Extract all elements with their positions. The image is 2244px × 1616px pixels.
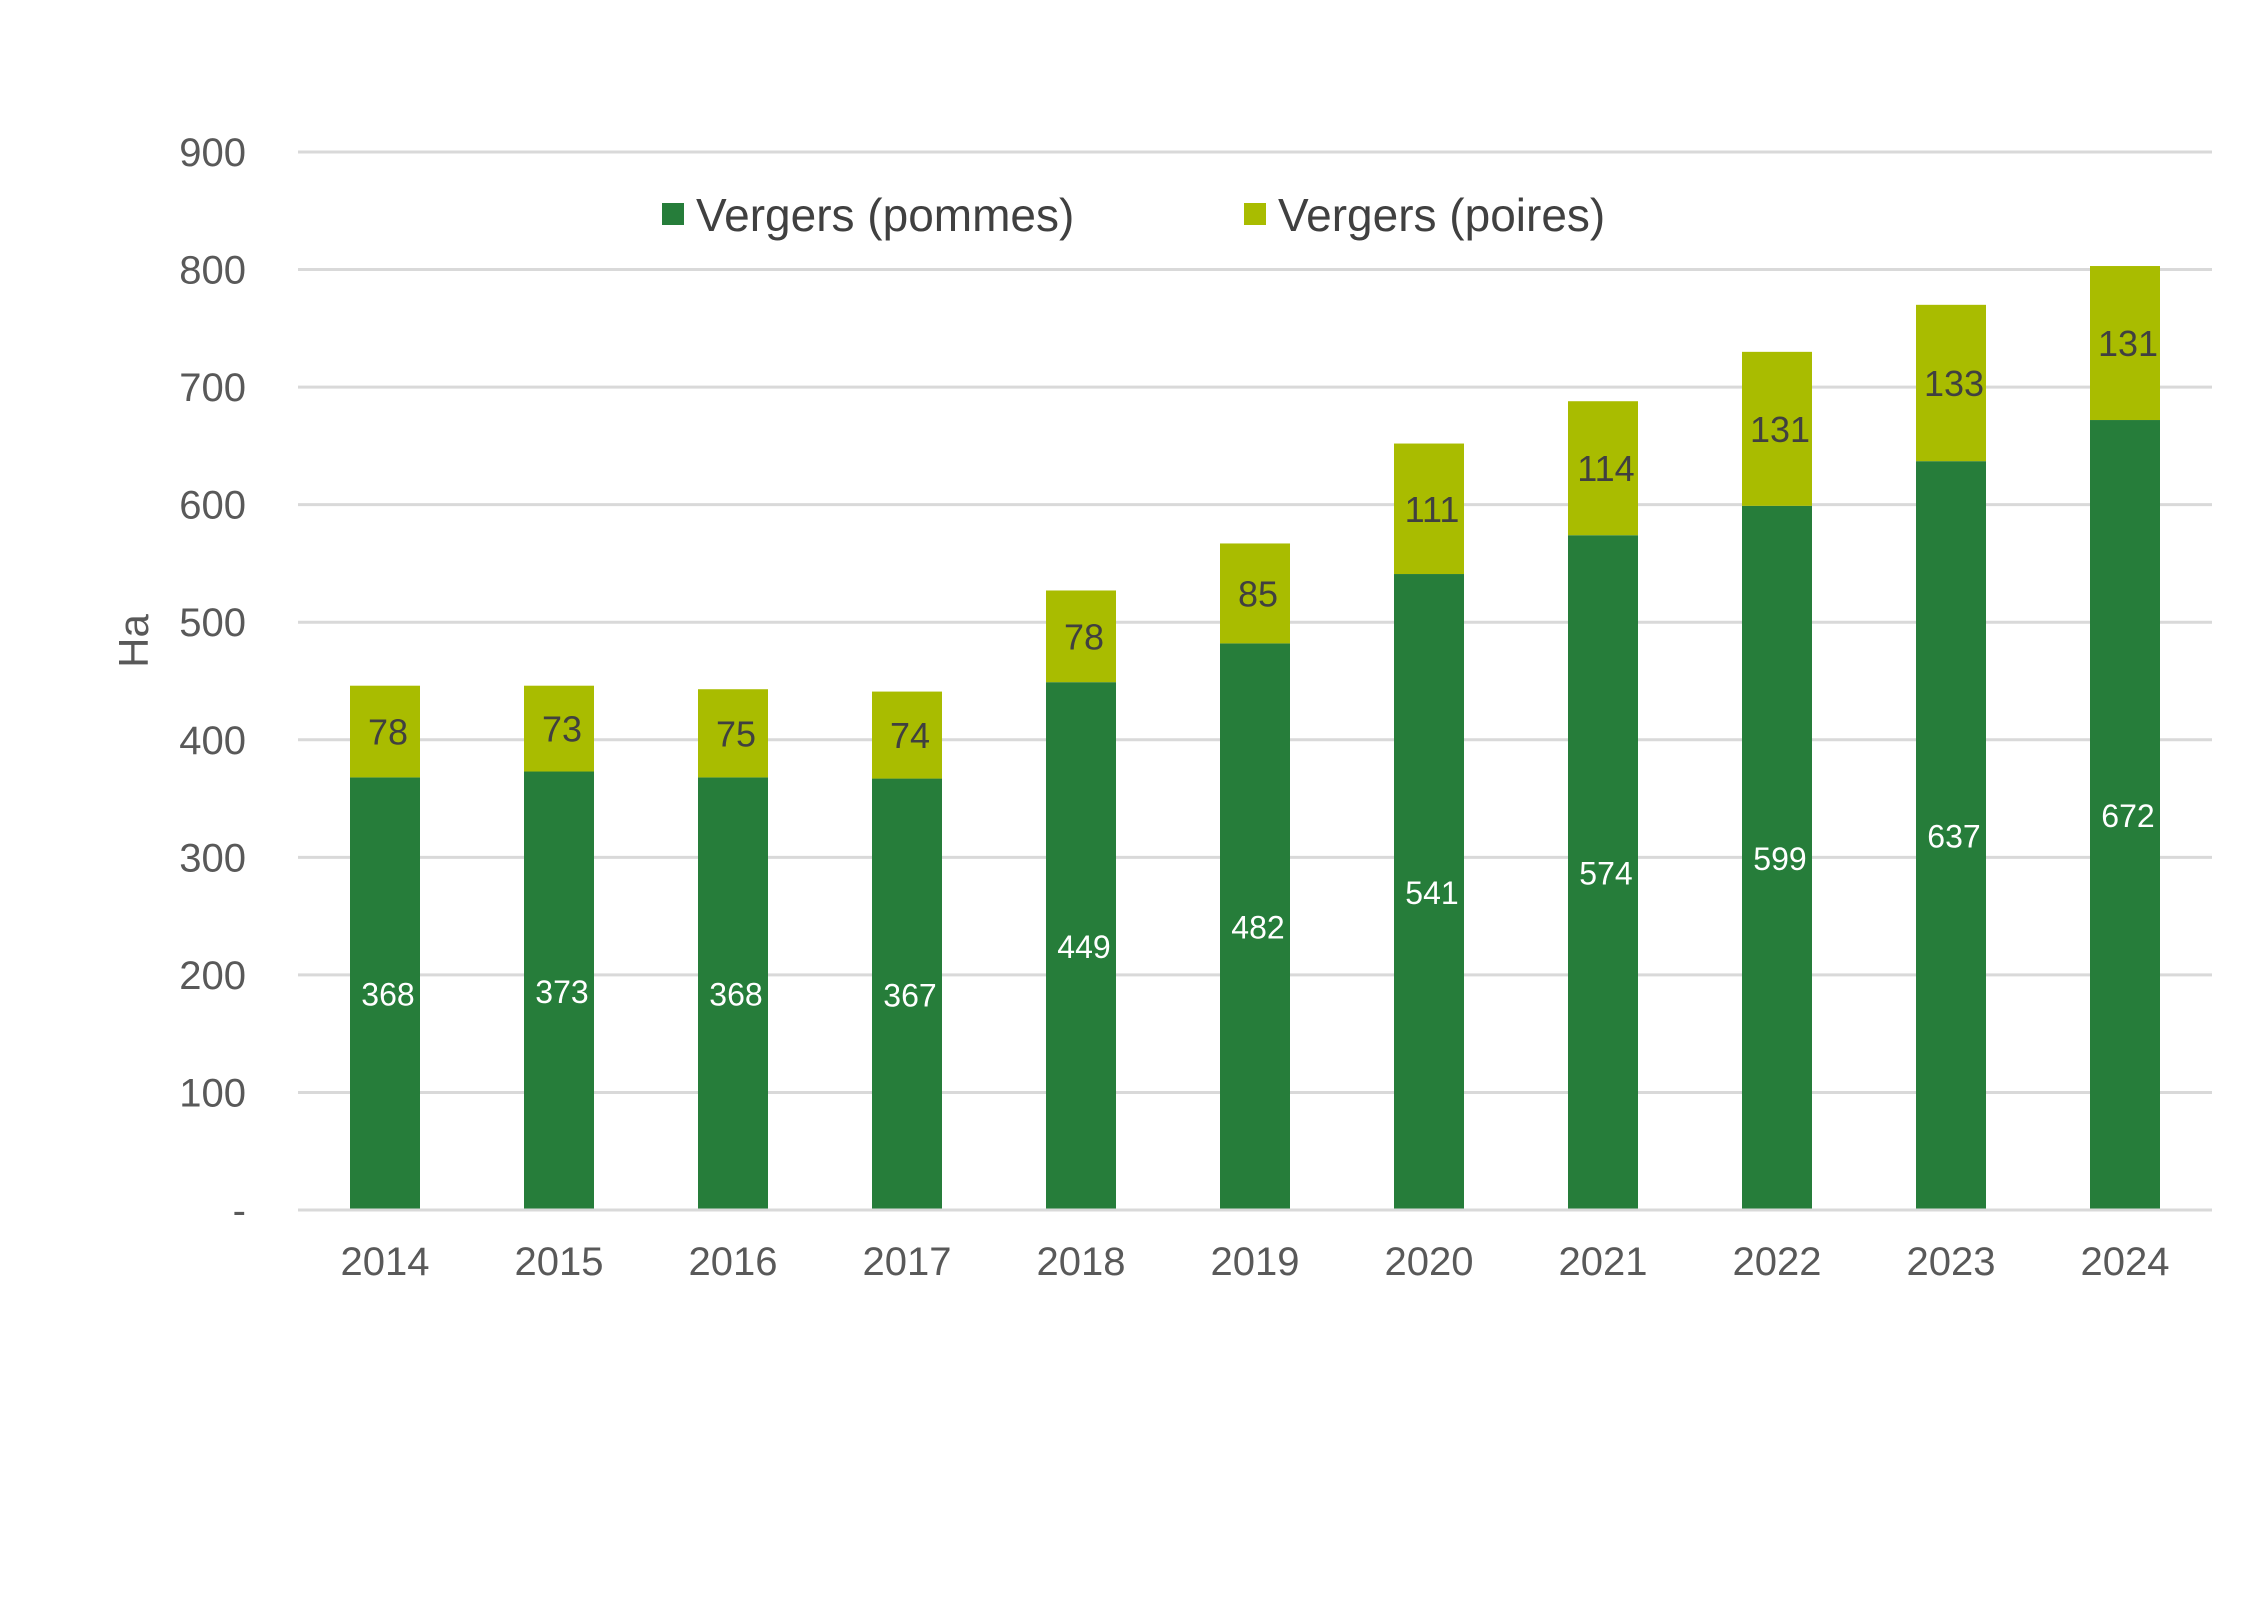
axes: - 100 200 300 400 500 600 700 800 900 2014 2015 2016… [110,131,2212,1284]
data-label-poires-2023: 133 [1924,363,1984,404]
data-label-poires-2024: 131 [2098,323,2158,364]
bar-pommes-2016 [698,777,768,1210]
bar-pommes-2021 [1568,535,1638,1210]
data-label-pommes-2018: 449 [1057,929,1110,965]
legend-swatch-poires [1244,203,1266,225]
legend: Vergers (pommes) Vergers (poires) [662,189,1605,241]
y-axis-title: Ha [110,614,157,668]
bar-poires-2023 [1916,304,1986,462]
y-tick-label: 700 [179,366,246,410]
x-tick-label: 2024 [2081,1240,2170,1284]
bar-poires-2017 [872,691,942,779]
data-label-pommes-2022: 599 [1753,841,1806,877]
bar-pommes-2023 [1916,461,1986,1210]
bar-poires-2021 [1568,401,1638,536]
y-tick-label: 300 [179,836,246,880]
data-label-poires-2017: 74 [890,715,930,756]
x-tick-label: 2022 [1733,1240,1822,1284]
bar-poires-2018 [1046,590,1116,683]
x-tick-label: 2014 [341,1240,430,1284]
data-label-pommes-2015: 373 [535,974,588,1010]
bar-poires-2022 [1742,351,1812,506]
bar-pommes-2017 [872,778,942,1210]
data-label-poires-2018: 78 [1064,616,1104,657]
legend-swatch-pommes [662,203,684,225]
bar-poires-2020 [1394,443,1464,575]
legend-label-poires: Vergers (poires) [1278,189,1605,241]
x-tick-label: 2023 [1907,1240,1996,1284]
data-label-poires-2019: 85 [1238,573,1278,614]
x-tick-label: 2017 [863,1240,952,1284]
bar-poires-2019 [1220,543,1290,644]
x-tick-label: 2016 [689,1240,778,1284]
x-tick-label: 2021 [1559,1240,1648,1284]
x-tick-label: 2020 [1385,1240,1474,1284]
data-label-pommes-2021: 574 [1579,856,1632,892]
bar-pommes-2018 [1046,682,1116,1210]
x-tick-label: 2019 [1211,1240,1300,1284]
y-tick-label: 400 [179,719,246,763]
bar-pommes-2020 [1394,574,1464,1210]
data-label-poires-2015: 73 [542,709,582,750]
bar-pommes-2015 [524,771,594,1210]
x-tick-label: 2018 [1037,1240,1126,1284]
y-tick-label: 200 [179,954,246,998]
data-label-pommes-2019: 482 [1231,910,1284,946]
bar-poires-2024 [2090,266,2160,421]
x-tick-label: 2015 [515,1240,604,1284]
y-tick-label: - [233,1189,246,1233]
bar-poires-2016 [698,689,768,778]
bar-pommes-2014 [350,777,420,1210]
data-label-poires-2022: 131 [1750,409,1810,450]
data-label-pommes-2014: 368 [361,977,414,1013]
bar-pommes-2022 [1742,505,1812,1210]
data-label-pommes-2017: 367 [883,977,936,1013]
data-labels: 368 78 373 73 368 75 367 74 449 78 482 85 541 111 574 1… [361,323,2158,1013]
data-label-poires-2014: 78 [368,712,408,753]
bar-poires-2014 [350,685,420,778]
bar-pommes-2024 [2090,420,2160,1210]
data-label-poires-2021: 114 [1577,448,1634,489]
legend-label-pommes: Vergers (pommes) [696,189,1074,241]
bar-pommes-2019 [1220,643,1290,1210]
data-label-pommes-2016: 368 [709,977,762,1013]
y-tick-label: 500 [179,601,246,645]
y-tick-label: 900 [179,131,246,175]
y-tick-label: 100 [179,1071,246,1115]
data-label-pommes-2024: 672 [2101,798,2154,834]
data-label-poires-2020: 111 [1405,489,1460,530]
data-label-poires-2016: 75 [716,713,756,754]
data-label-pommes-2020: 541 [1405,875,1458,911]
bars [350,266,2160,1210]
y-tick-label: 800 [179,249,246,293]
y-tick-label: 600 [179,484,246,528]
bar-poires-2015 [524,685,594,772]
data-label-pommes-2023: 637 [1927,819,1980,855]
